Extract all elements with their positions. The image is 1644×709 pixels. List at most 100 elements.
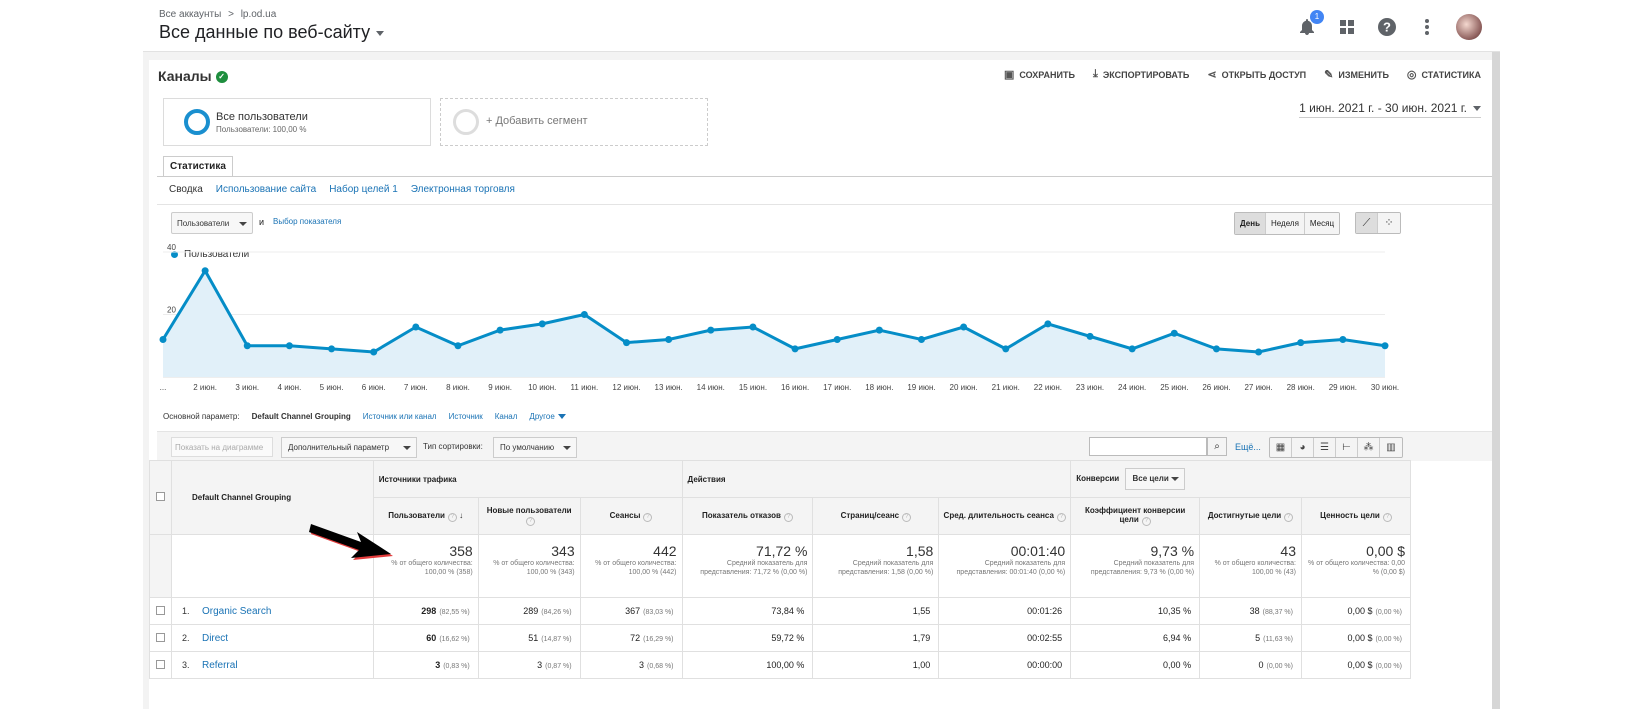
dimension-header[interactable]: Default Channel Grouping: [170, 460, 374, 535]
pick-metric-link[interactable]: Выбор показателя: [273, 217, 342, 226]
help-icon[interactable]: ?: [1376, 16, 1398, 38]
row-channel-link[interactable]: Direct: [201, 632, 229, 644]
column-header[interactable]: Ценность цели?: [1301, 497, 1411, 535]
pivot-view-icon[interactable]: ▥: [1380, 438, 1402, 457]
row-checkbox[interactable]: [155, 632, 165, 642]
breadcrumb[interactable]: Все аккаунты > lp.od.ua: [159, 9, 280, 20]
comparison-view-icon[interactable]: ⊢: [1336, 438, 1358, 457]
secondary-dimension-select[interactable]: Дополнительный параметр: [281, 437, 417, 458]
dimension-channel-grouping[interactable]: Default Channel Grouping: [251, 412, 351, 421]
data-point[interactable]: [1212, 345, 1220, 353]
data-point[interactable]: [1255, 348, 1263, 356]
export-button[interactable]: ⤓ ЭКСПОРТИРОВАТЬ: [1093, 68, 1189, 81]
table-search-input[interactable]: [1089, 437, 1207, 456]
help-tooltip-icon[interactable]: ?: [447, 512, 457, 522]
data-point[interactable]: [201, 267, 209, 275]
bell-icon[interactable]: 1: [1296, 10, 1324, 38]
dimension-source[interactable]: Источник: [448, 412, 483, 421]
row-checkbox[interactable]: [155, 605, 165, 615]
advanced-filter-link[interactable]: Ещё...: [1235, 442, 1261, 452]
column-header[interactable]: Показатель отказов?: [681, 497, 814, 535]
column-header[interactable]: Сеансы?: [579, 497, 683, 535]
row-checkbox[interactable]: [155, 659, 165, 669]
subnav-summary[interactable]: Сводка: [169, 184, 203, 195]
data-point[interactable]: [412, 323, 420, 331]
row-checkbox-cell[interactable]: [149, 597, 172, 625]
data-point[interactable]: [1339, 336, 1347, 343]
help-tooltip-icon[interactable]: ?: [783, 512, 793, 522]
metric-select[interactable]: Пользователи: [171, 212, 253, 234]
data-point[interactable]: [917, 336, 925, 343]
dimension-medium[interactable]: Канал: [494, 412, 518, 421]
more-vert-icon[interactable]: [1416, 16, 1438, 38]
data-point[interactable]: [285, 342, 293, 350]
granularity-week-button[interactable]: Неделя: [1266, 213, 1305, 234]
data-point[interactable]: [1128, 345, 1136, 353]
data-point[interactable]: [454, 342, 462, 350]
data-point[interactable]: [243, 342, 251, 350]
add-segment-button[interactable]: + Добавить сегмент: [440, 98, 708, 146]
subnav-goal-set-1[interactable]: Набор целей 1: [329, 184, 398, 195]
line-chart-icon[interactable]: ⟋: [1356, 213, 1378, 233]
granularity-month-button[interactable]: Месяц: [1304, 213, 1340, 234]
subnav-site-usage[interactable]: Использование сайта: [215, 184, 317, 195]
share-button[interactable]: ⋖ ОТКРЫТЬ ДОСТУП: [1207, 68, 1306, 81]
breadcrumb-property[interactable]: lp.od.ua: [240, 9, 277, 20]
column-header[interactable]: Сред. длительность сеанса?: [938, 497, 1072, 535]
data-point[interactable]: [1297, 339, 1305, 347]
data-point[interactable]: [960, 323, 968, 331]
data-point[interactable]: [1381, 342, 1389, 350]
tab-statistics[interactable]: Статистика: [163, 156, 233, 177]
dimension-other[interactable]: Другое: [529, 412, 566, 421]
sort-type-select[interactable]: По умолчанию: [493, 437, 577, 458]
data-point[interactable]: [749, 323, 757, 331]
data-point[interactable]: [496, 326, 504, 334]
help-tooltip-icon[interactable]: ?: [526, 517, 536, 526]
data-point[interactable]: [580, 311, 588, 318]
data-point[interactable]: [538, 320, 546, 328]
avatar[interactable]: [1456, 14, 1482, 40]
plot-rows-button[interactable]: Показать на диаграмме: [171, 437, 273, 457]
data-point[interactable]: [665, 336, 673, 343]
data-point[interactable]: [1086, 332, 1094, 340]
data-point[interactable]: [1170, 329, 1178, 337]
help-tooltip-icon[interactable]: ?: [902, 512, 912, 522]
data-point[interactable]: [623, 339, 631, 347]
data-point[interactable]: [833, 336, 841, 343]
pie-view-icon[interactable]: ◕: [1292, 438, 1314, 457]
dimension-source-medium[interactable]: Источник или канал: [362, 412, 437, 421]
help-tooltip-icon[interactable]: ?: [643, 512, 653, 522]
column-header[interactable]: Новые пользователи?: [477, 497, 581, 535]
data-point[interactable]: [328, 345, 336, 353]
select-all-checkbox[interactable]: [155, 492, 165, 501]
date-range-picker[interactable]: 1 июн. 2021 г. - 30 июн. 2021 г.: [1299, 101, 1481, 118]
data-point[interactable]: [875, 326, 883, 334]
data-point[interactable]: [1002, 345, 1010, 353]
row-channel-link[interactable]: Referral: [201, 659, 238, 671]
subnav-ecommerce[interactable]: Электронная торговля: [410, 184, 515, 195]
help-tooltip-icon[interactable]: ?: [1056, 512, 1066, 522]
row-checkbox-cell[interactable]: [149, 624, 172, 652]
select-all-cell[interactable]: [149, 460, 172, 535]
view-selector[interactable]: Все данные по веб-сайту: [159, 22, 385, 43]
data-point[interactable]: [707, 326, 715, 334]
motion-chart-icon[interactable]: ⁘: [1378, 213, 1400, 233]
insights-button[interactable]: ◎ СТАТИСТИКА: [1407, 68, 1481, 81]
breadcrumb-accounts[interactable]: Все аккаунты: [159, 9, 222, 20]
table-view-icon[interactable]: ▦: [1270, 438, 1292, 457]
save-button[interactable]: ▣ СОХРАНИТЬ: [1004, 68, 1075, 81]
data-point[interactable]: [159, 336, 167, 343]
help-tooltip-icon[interactable]: ?: [1284, 512, 1294, 522]
data-point[interactable]: [1044, 320, 1052, 328]
apps-grid-icon[interactable]: [1336, 16, 1358, 38]
goal-select[interactable]: Все цели: [1125, 468, 1186, 490]
row-checkbox-cell[interactable]: [149, 651, 172, 679]
performance-view-icon[interactable]: ☰: [1314, 438, 1336, 457]
row-channel-link[interactable]: Organic Search: [201, 605, 272, 617]
data-point[interactable]: [791, 345, 799, 353]
search-icon[interactable]: ⌕: [1207, 437, 1227, 456]
column-header[interactable]: Коэффициент конверсии цели?: [1070, 497, 1201, 535]
data-point[interactable]: [370, 348, 378, 356]
term-cloud-icon[interactable]: ⁂: [1358, 438, 1380, 457]
help-tooltip-icon[interactable]: ?: [1382, 512, 1392, 522]
